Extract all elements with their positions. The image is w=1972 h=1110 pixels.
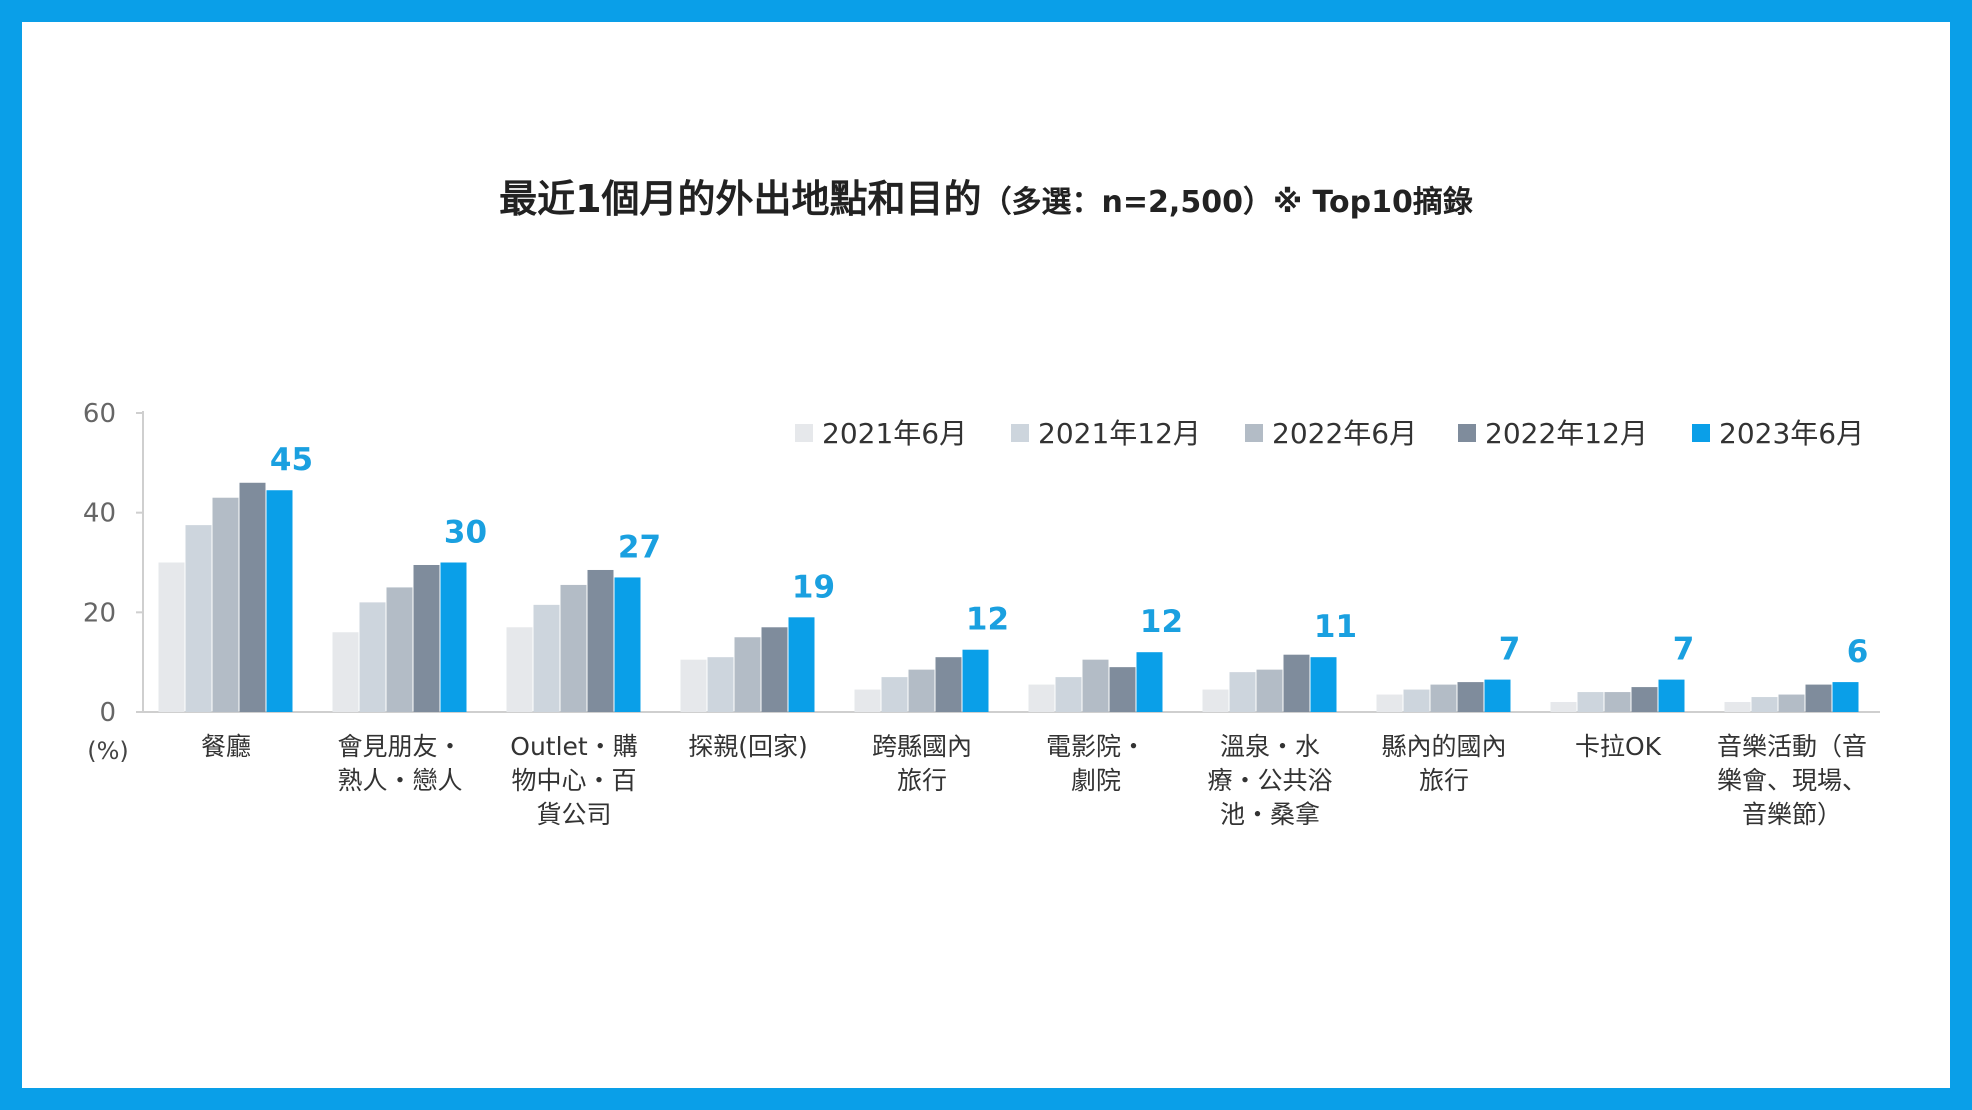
category-label: 物中心・百 [511, 766, 636, 795]
bar [333, 632, 359, 712]
bar [1485, 680, 1511, 712]
y-tick-label: 40 [83, 499, 116, 529]
bar [1659, 680, 1685, 712]
bar [1257, 670, 1283, 712]
bar [708, 657, 734, 712]
category-label: 療・公共浴 [1207, 766, 1332, 795]
category-label: 池・桑拿 [1220, 800, 1320, 829]
bar [1725, 702, 1751, 712]
legend-swatch [1245, 424, 1263, 442]
category-label: 旅行 [1419, 766, 1469, 795]
category-label: 樂會、現場、 [1717, 766, 1867, 795]
bar [909, 670, 935, 712]
category-label: 音樂節） [1742, 800, 1842, 829]
data-label: 7 [1499, 632, 1521, 668]
bar [159, 563, 185, 713]
bar [213, 498, 239, 712]
category-label: 會見朋友・ [337, 732, 462, 761]
bar [936, 657, 962, 712]
bar [1377, 695, 1403, 712]
data-label: 6 [1847, 634, 1869, 670]
category-label: 電影院・ [1046, 732, 1146, 761]
bar [735, 637, 761, 712]
bar [1137, 652, 1163, 712]
bar [1284, 655, 1310, 712]
bar [1230, 672, 1256, 712]
data-label: 45 [270, 442, 313, 478]
bar-chart: 0 20 40 60 (%) 45 餐廳 30 會見朋友・熟人・戀人 27 Outlet・購物中心・… [0, 0, 1972, 1110]
legend-label: 2021年6月 [822, 417, 967, 450]
category-label: 探親(回家) [688, 732, 808, 761]
bar [1110, 667, 1136, 712]
bar [1578, 692, 1604, 712]
category-label: Outlet・購 [510, 732, 637, 761]
bar [1431, 685, 1457, 712]
bar [855, 690, 881, 712]
data-label: 27 [618, 529, 661, 565]
y-tick-label: 0 [99, 698, 116, 728]
bar [1029, 685, 1055, 712]
data-label: 12 [966, 602, 1009, 638]
data-label: 19 [792, 569, 835, 605]
bar [534, 605, 560, 712]
category-label: 卡拉OK [1575, 732, 1662, 761]
bar [414, 565, 440, 712]
legend-label: 2023年6月 [1719, 417, 1864, 450]
bar [882, 677, 908, 712]
category-label: 旅行 [897, 766, 947, 795]
bar [1806, 685, 1832, 712]
bar [1203, 690, 1229, 712]
bar [1551, 702, 1577, 712]
bar [267, 490, 293, 712]
bar [1779, 695, 1805, 712]
bar [588, 570, 614, 712]
legend-label: 2021年12月 [1038, 417, 1201, 450]
bar [615, 577, 641, 712]
bar [561, 585, 587, 712]
legend-label: 2022年12月 [1485, 417, 1648, 450]
category-label: 餐廳 [201, 732, 251, 761]
bar [507, 627, 533, 712]
category-label: 貨公司 [536, 800, 611, 829]
bar [1056, 677, 1082, 712]
bar [1632, 687, 1658, 712]
category-label: 跨縣國內 [872, 732, 972, 761]
bar [789, 617, 815, 712]
category-label: 劇院 [1071, 766, 1121, 795]
legend-swatch [795, 424, 813, 442]
bar [1311, 657, 1337, 712]
bar [360, 602, 386, 712]
legend-swatch [1692, 424, 1710, 442]
bar [1083, 660, 1109, 712]
bar [1458, 682, 1484, 712]
bar [441, 563, 467, 713]
category-label: 溫泉・水 [1220, 732, 1320, 761]
bar [762, 627, 788, 712]
bar [1404, 690, 1430, 712]
bar [681, 660, 707, 712]
bar [1833, 682, 1859, 712]
bar [387, 587, 413, 712]
category-label: 音樂活動（音 [1717, 732, 1867, 761]
bar [963, 650, 989, 712]
y-unit-label: (%) [87, 737, 129, 765]
bar [1605, 692, 1631, 712]
legend-label: 2022年6月 [1272, 417, 1417, 450]
data-label: 11 [1314, 609, 1357, 645]
data-label: 12 [1140, 604, 1183, 640]
data-label: 30 [444, 515, 487, 551]
category-label: 縣內的國內 [1381, 732, 1506, 761]
y-tick-label: 60 [83, 399, 116, 429]
bar [186, 525, 212, 712]
data-label: 7 [1673, 632, 1695, 668]
category-label: 熟人・戀人 [337, 766, 462, 795]
bar [1752, 697, 1778, 712]
legend-swatch [1011, 424, 1029, 442]
y-tick-label: 20 [83, 598, 116, 628]
legend-swatch [1458, 424, 1476, 442]
bar [240, 483, 266, 712]
